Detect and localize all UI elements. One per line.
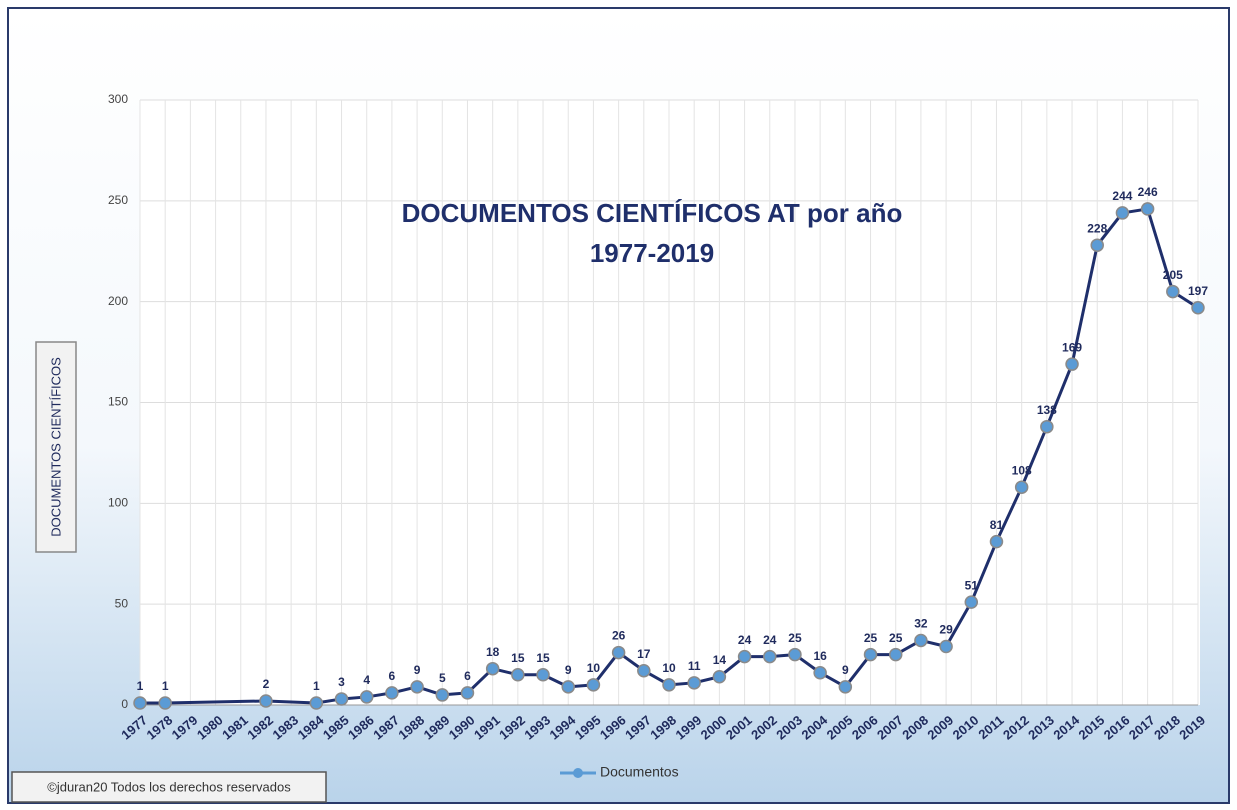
data-point bbox=[964, 595, 979, 609]
data-label: 6 bbox=[389, 669, 396, 683]
data-point bbox=[1040, 419, 1054, 434]
data-label: 15 bbox=[511, 651, 525, 665]
data-point bbox=[611, 645, 626, 660]
data-label: 197 bbox=[1188, 284, 1208, 298]
data-label: 1 bbox=[137, 679, 144, 693]
data-label: 138 bbox=[1037, 403, 1057, 417]
data-point bbox=[737, 649, 752, 664]
data-label: 1 bbox=[313, 679, 320, 693]
data-label: 11 bbox=[688, 659, 701, 673]
data-point bbox=[1014, 480, 1029, 494]
data-point bbox=[637, 663, 651, 678]
data-point bbox=[158, 696, 172, 710]
data-label: 9 bbox=[414, 663, 421, 677]
data-point bbox=[712, 670, 727, 684]
y-axis-label: DOCUMENTOS CIENTÍFICOS bbox=[48, 357, 63, 537]
data-point bbox=[1090, 238, 1104, 252]
data-label: 26 bbox=[612, 629, 626, 643]
data-point bbox=[133, 696, 147, 710]
data-point bbox=[763, 649, 777, 664]
data-label: 108 bbox=[1012, 463, 1032, 477]
data-label: 81 bbox=[990, 518, 1004, 532]
data-label: 244 bbox=[1112, 189, 1132, 203]
data-label: 25 bbox=[788, 631, 802, 645]
data-label: 51 bbox=[965, 578, 979, 592]
y-tick-label: 250 bbox=[108, 193, 128, 207]
data-label: 29 bbox=[939, 623, 953, 637]
data-point bbox=[838, 680, 853, 694]
data-point bbox=[410, 680, 424, 694]
data-point bbox=[536, 668, 550, 682]
data-point bbox=[511, 668, 525, 682]
data-label: 3 bbox=[338, 675, 345, 689]
data-label: 9 bbox=[565, 663, 572, 677]
data-point bbox=[259, 694, 273, 708]
data-label: 10 bbox=[662, 661, 676, 675]
data-label: 15 bbox=[536, 651, 550, 665]
y-tick-label: 0 bbox=[121, 697, 128, 711]
data-point bbox=[586, 678, 601, 692]
data-label: 9 bbox=[842, 663, 849, 677]
y-tick-label: 50 bbox=[115, 596, 129, 610]
data-point bbox=[385, 686, 399, 700]
y-tick-label: 200 bbox=[108, 294, 128, 308]
data-point bbox=[863, 647, 878, 662]
data-label: 17 bbox=[637, 647, 651, 661]
data-point bbox=[435, 688, 450, 702]
data-label: 25 bbox=[864, 631, 878, 645]
data-label: 228 bbox=[1087, 221, 1107, 235]
data-label: 1 bbox=[162, 679, 169, 693]
data-point bbox=[460, 686, 475, 700]
footer-box bbox=[11, 771, 327, 803]
data-point bbox=[914, 633, 928, 648]
data-label: 169 bbox=[1062, 340, 1082, 354]
data-point bbox=[989, 534, 1004, 549]
data-label: 10 bbox=[587, 661, 601, 675]
data-point bbox=[813, 665, 827, 680]
y-tick-label: 100 bbox=[108, 496, 128, 510]
data-point bbox=[359, 690, 374, 704]
data-label: 24 bbox=[763, 633, 777, 647]
grid bbox=[139, 99, 1199, 706]
data-label: 32 bbox=[914, 617, 928, 631]
data-label: 14 bbox=[713, 653, 727, 667]
legend-label: Documentos bbox=[600, 764, 679, 780]
data-point bbox=[485, 661, 500, 676]
data-label: 16 bbox=[813, 649, 827, 663]
data-label: 5 bbox=[439, 671, 446, 685]
data-label: 205 bbox=[1163, 268, 1183, 282]
y-tick-label: 300 bbox=[108, 92, 128, 106]
chart-title: DOCUMENTOS CIENTÍFICOS AT por año bbox=[402, 198, 903, 228]
data-point bbox=[334, 692, 349, 706]
data-point bbox=[788, 647, 802, 662]
data-label: 6 bbox=[464, 669, 471, 683]
footer: ©jduran20 Todos los derechos reservados bbox=[47, 779, 291, 794]
data-point bbox=[561, 680, 575, 694]
y-tick-label: 150 bbox=[108, 395, 128, 409]
data-label: 2 bbox=[263, 677, 270, 691]
data-label: 246 bbox=[1138, 185, 1158, 199]
data-point bbox=[1065, 357, 1079, 371]
data-point bbox=[1140, 202, 1155, 216]
data-point bbox=[309, 696, 324, 710]
data-label: 18 bbox=[486, 645, 500, 659]
data-point bbox=[1115, 206, 1130, 220]
data-label: 4 bbox=[363, 673, 370, 687]
data-label: 24 bbox=[738, 633, 752, 647]
data-point bbox=[939, 639, 953, 654]
data-point bbox=[687, 676, 701, 690]
data-point bbox=[1166, 284, 1180, 299]
data-label: 25 bbox=[889, 631, 903, 645]
data-point bbox=[1191, 300, 1205, 315]
data-point bbox=[662, 678, 676, 692]
chart-subtitle: 1977-2019 bbox=[590, 238, 714, 268]
y-label-box bbox=[35, 341, 77, 553]
data-point bbox=[888, 647, 903, 662]
legend-marker bbox=[573, 768, 583, 778]
